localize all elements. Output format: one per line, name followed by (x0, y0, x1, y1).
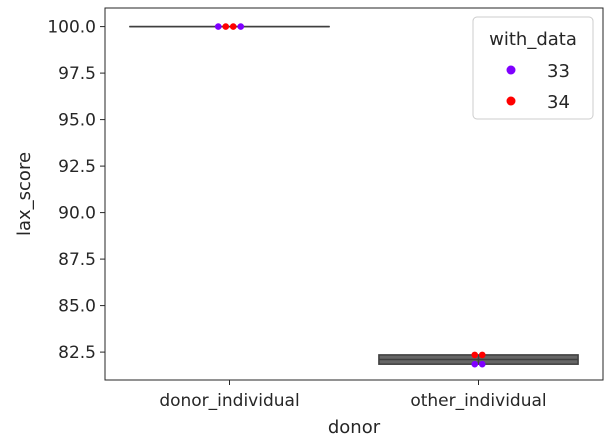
data-point (478, 360, 486, 368)
legend-entry-label: 34 (547, 92, 570, 113)
data-point (471, 351, 479, 359)
x-tick-label: other_individual (410, 391, 546, 411)
y-tick-label: 90.0 (58, 204, 96, 224)
plot-area (129, 23, 579, 368)
y-tick-label: 95.0 (58, 111, 96, 131)
data-point (214, 23, 222, 30)
box-other_individual (378, 354, 579, 365)
y-tick-label: 92.5 (58, 157, 96, 177)
legend-entry-label: 33 (547, 61, 570, 82)
y-tick-label: 82.5 (58, 343, 96, 363)
y-tick-label: 87.5 (58, 250, 96, 270)
data-point (237, 23, 245, 30)
legend-marker (506, 96, 516, 106)
y-tick-label: 97.5 (58, 64, 96, 84)
y-axis-label: lax_score (14, 152, 35, 236)
axes-frame (104, 7, 604, 381)
x-tick-label: donor_individual (159, 391, 299, 411)
data-point (222, 23, 230, 30)
y-axis: 82.5 85.0 87.5 90.0 92.5 95.0 97.5 100.0 (47, 18, 105, 363)
data-point (229, 23, 237, 30)
y-tick-label: 100.0 (47, 18, 96, 38)
y-tick-label: 85.0 (58, 297, 96, 317)
x-axis: donor_individual other_individual (159, 380, 547, 411)
legend-box (472, 16, 594, 120)
data-point (478, 351, 486, 359)
data-point (471, 360, 479, 368)
legend-marker (506, 65, 516, 75)
legend-title: with_data (489, 29, 577, 50)
x-axis-label: donor (328, 417, 381, 438)
legend: with_data 33 34 (472, 16, 594, 120)
